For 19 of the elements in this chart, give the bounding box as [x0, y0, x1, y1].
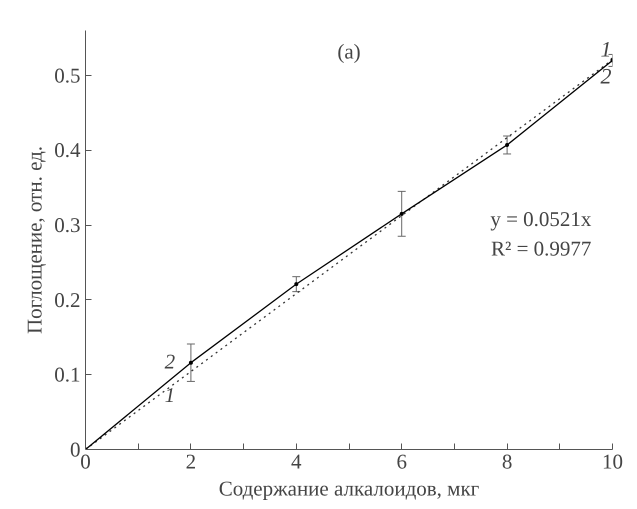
series-label: 1	[164, 383, 176, 408]
y-tick-label: 0.3	[54, 213, 80, 238]
annotation: 2	[164, 350, 176, 374]
x-tick-label: 10	[602, 450, 623, 474]
series-label: 2	[600, 63, 612, 88]
y-axis-title: Поглощение, отн. ед.	[22, 146, 46, 334]
x-axis-title: Содержание алкалоидов, мкг	[218, 476, 480, 500]
annotation: 1	[600, 36, 612, 62]
y-tick-label: 0.2	[54, 288, 80, 312]
x-tick-label: 8	[502, 450, 512, 474]
y-tick-label: 0.1	[54, 362, 80, 387]
x-tick-label: 6	[396, 450, 407, 474]
x-tick-label: 4	[291, 450, 302, 474]
annotation: (a)	[337, 39, 361, 64]
annotation: R² = 0.9977	[491, 236, 592, 260]
y-tick-label: 0.4	[54, 138, 81, 162]
x-tick-label: 2	[186, 450, 196, 474]
annotation: y = 0.0521x	[490, 207, 592, 232]
y-tick-label: 0.5	[54, 63, 80, 88]
